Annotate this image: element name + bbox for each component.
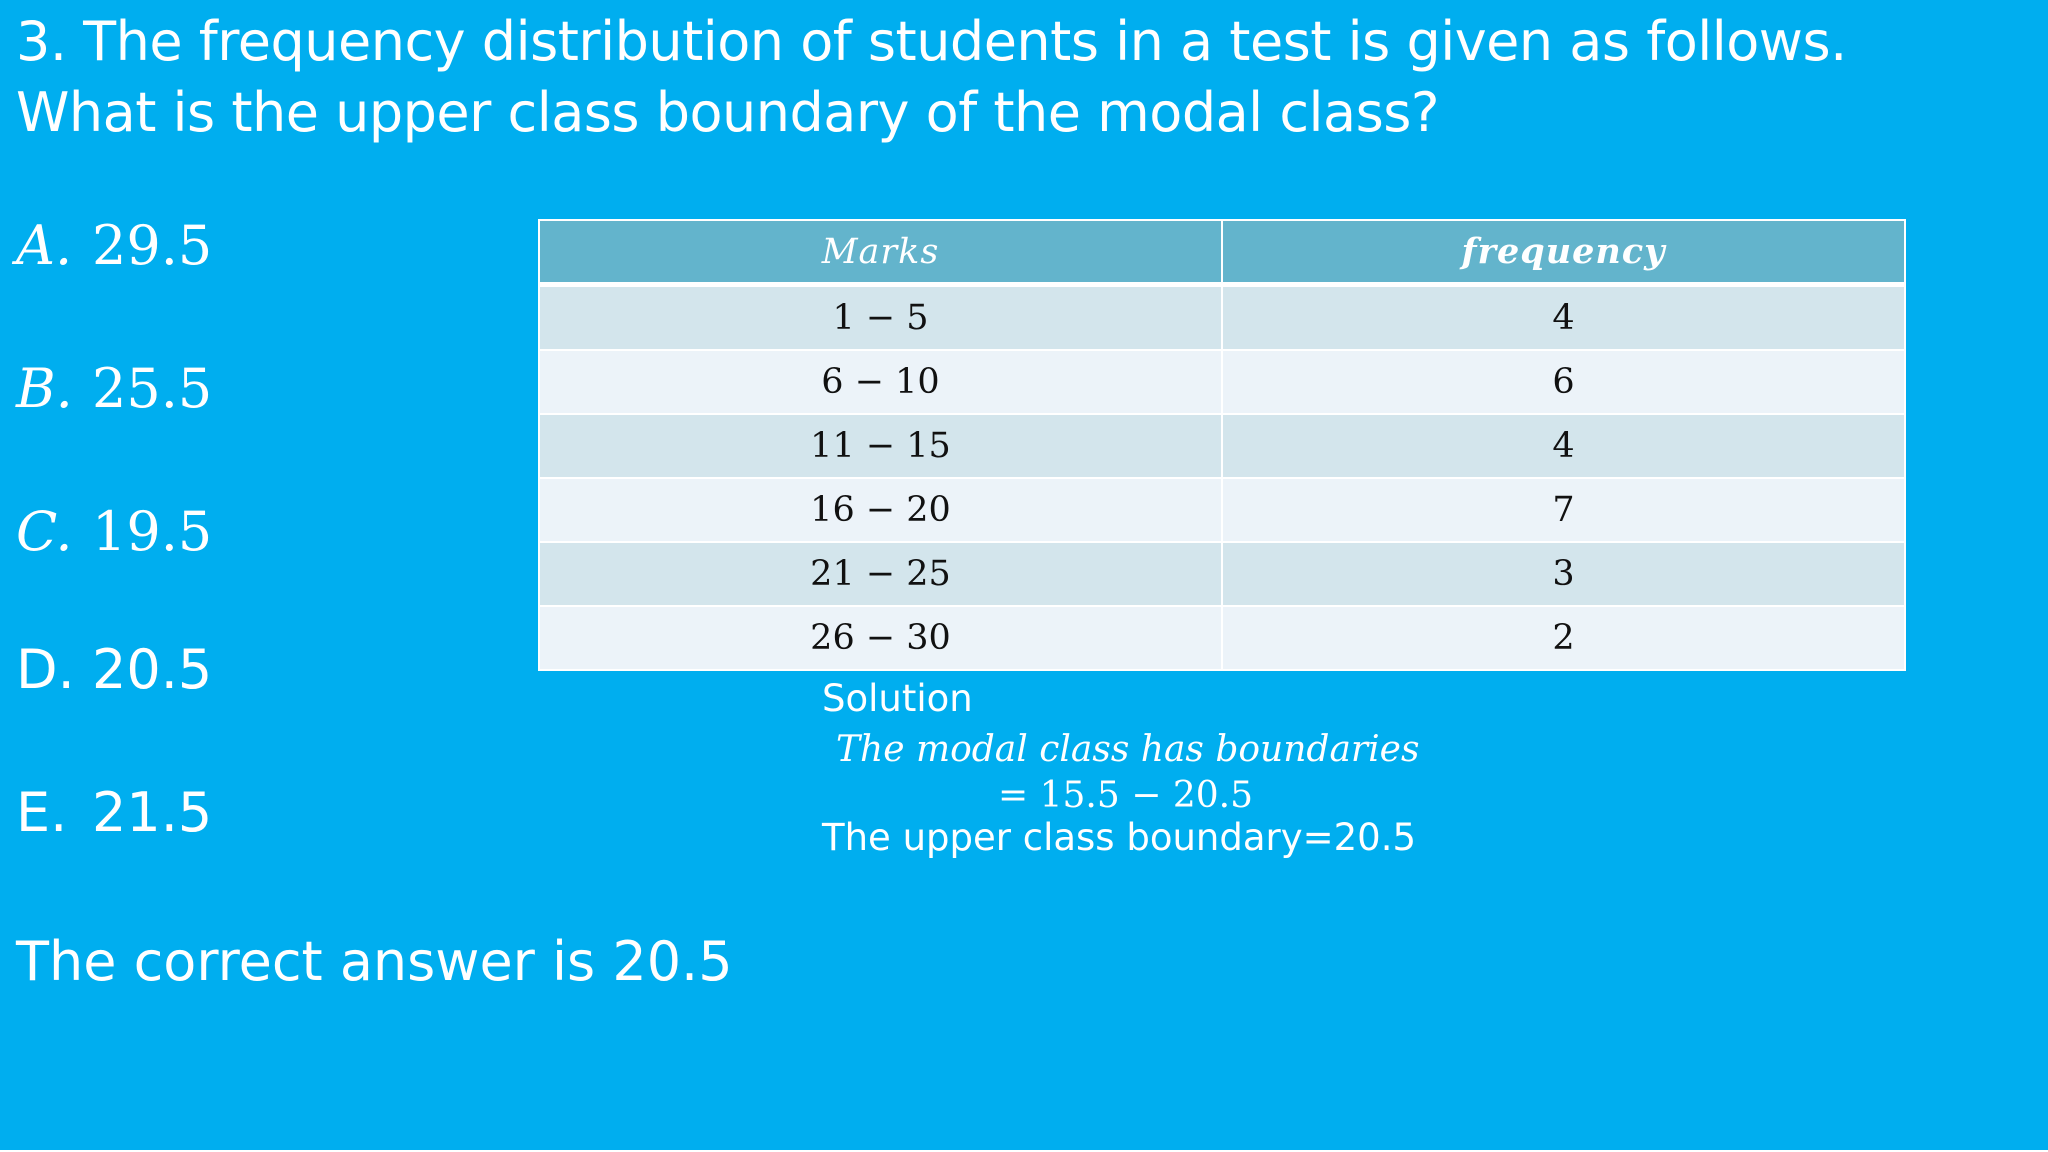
frequency-cell: 2	[1221, 605, 1906, 671]
option-a-value: 29.5	[92, 214, 213, 277]
option-d-value: 20.5	[92, 638, 213, 701]
table-row: 21 − 25 3	[538, 541, 1906, 607]
option-a: A. 29.5	[16, 214, 212, 278]
table-row: 1 − 5 4	[538, 283, 1906, 351]
solution-upper-boundary-text: The upper class boundary=20.5	[822, 816, 1417, 859]
option-c: C. 19.5	[16, 500, 212, 564]
option-d-letter: D.	[16, 638, 75, 701]
option-b-letter: B.	[16, 357, 73, 420]
option-b-value: 25.5	[92, 357, 213, 420]
frequency-cell: 3	[1221, 541, 1906, 607]
table-row: 16 − 20 7	[538, 477, 1906, 543]
correct-answer-text: The correct answer is 20.5	[16, 930, 733, 993]
frequency-cell: 6	[1221, 349, 1906, 415]
question-line-2: What is the upper class boundary of the …	[16, 81, 1440, 144]
option-d: D. 20.5	[16, 638, 212, 702]
question-text: 3. The frequency distribution of student…	[16, 6, 1976, 148]
option-c-value: 19.5	[92, 500, 213, 563]
option-e-letter: E.	[16, 781, 68, 844]
option-c-letter: C.	[16, 500, 73, 563]
marks-cell: 11 − 15	[538, 413, 1223, 479]
marks-cell: 21 − 25	[538, 541, 1223, 607]
header-marks: Marks	[538, 219, 1223, 287]
frequency-cell: 4	[1221, 413, 1906, 479]
option-e: E. 21.5	[16, 781, 212, 845]
option-a-letter: A.	[16, 214, 73, 277]
option-b: B. 25.5	[16, 357, 212, 421]
frequency-cell: 4	[1221, 283, 1906, 351]
frequency-cell: 7	[1221, 477, 1906, 543]
solution-modal-class-text: The modal class has boundaries	[836, 729, 1420, 770]
marks-cell: 26 − 30	[538, 605, 1223, 671]
marks-cell: 6 − 10	[538, 349, 1223, 415]
table-row: 26 − 30 2	[538, 605, 1906, 671]
table-row: 6 − 10 6	[538, 349, 1906, 415]
header-frequency: frequency	[1221, 219, 1906, 287]
frequency-table: Marks frequency 1 − 5 4 6 − 10 6 11 − 15…	[538, 219, 1906, 671]
solution-boundaries-value: = 15.5 − 20.5	[998, 775, 1253, 816]
table-row: 11 − 15 4	[538, 413, 1906, 479]
option-e-value: 21.5	[92, 781, 213, 844]
marks-cell: 16 − 20	[538, 477, 1223, 543]
table-header-row: Marks frequency	[538, 219, 1906, 287]
solution-title: Solution	[822, 677, 973, 720]
marks-cell: 1 − 5	[538, 283, 1223, 351]
question-line-1: 3. The frequency distribution of student…	[16, 10, 1847, 73]
